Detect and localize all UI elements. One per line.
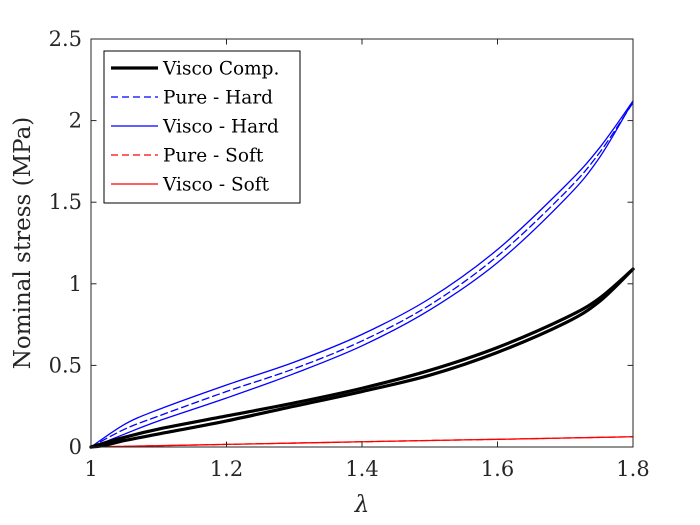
series-line-visco-comp-unloading (89, 267, 635, 449)
y-tick-label: 2.5 (49, 27, 82, 51)
legend-box (103, 50, 301, 204)
series-line-visco-comp-loading (89, 267, 635, 449)
x-tick-label: 1 (84, 457, 97, 481)
legend-label-pure-soft: Pure - Soft (163, 146, 264, 167)
y-tick-label: 0.5 (49, 353, 82, 377)
x-tick-label: 1.4 (345, 457, 378, 481)
y-tick-label: 0 (69, 435, 82, 459)
legend-label-pure-hard: Pure - Hard (163, 88, 273, 109)
x-axis-label: λ (354, 492, 370, 518)
legend-label-visco-comp: Visco Comp. (162, 59, 279, 80)
y-tick-label: 1.5 (49, 190, 82, 214)
series-line-pure-hard (90, 102, 634, 448)
y-axis-label: Nominal stress (MPa) (10, 117, 36, 370)
legend-label-visco-soft: Visco - Soft (162, 175, 270, 196)
series-line-visco-hard-loading (90, 100, 634, 448)
y-tick-label: 1 (69, 272, 82, 296)
y-tick-label: 2 (69, 109, 82, 133)
tick-layer: 1 1.2 1.4 1.6 1.8 0 0.5 1 1.5 2 2.5 (49, 27, 650, 481)
x-tick-label: 1.6 (481, 457, 514, 481)
x-tick-label: 1.2 (210, 457, 243, 481)
legend: Visco Comp. Pure - Hard Visco - Hard Pure -… (103, 50, 301, 204)
legend-label-visco-hard: Visco - Hard (162, 117, 279, 138)
x-tick-label: 1.8 (616, 457, 649, 481)
series-line-visco-hard-unloading (90, 100, 634, 448)
